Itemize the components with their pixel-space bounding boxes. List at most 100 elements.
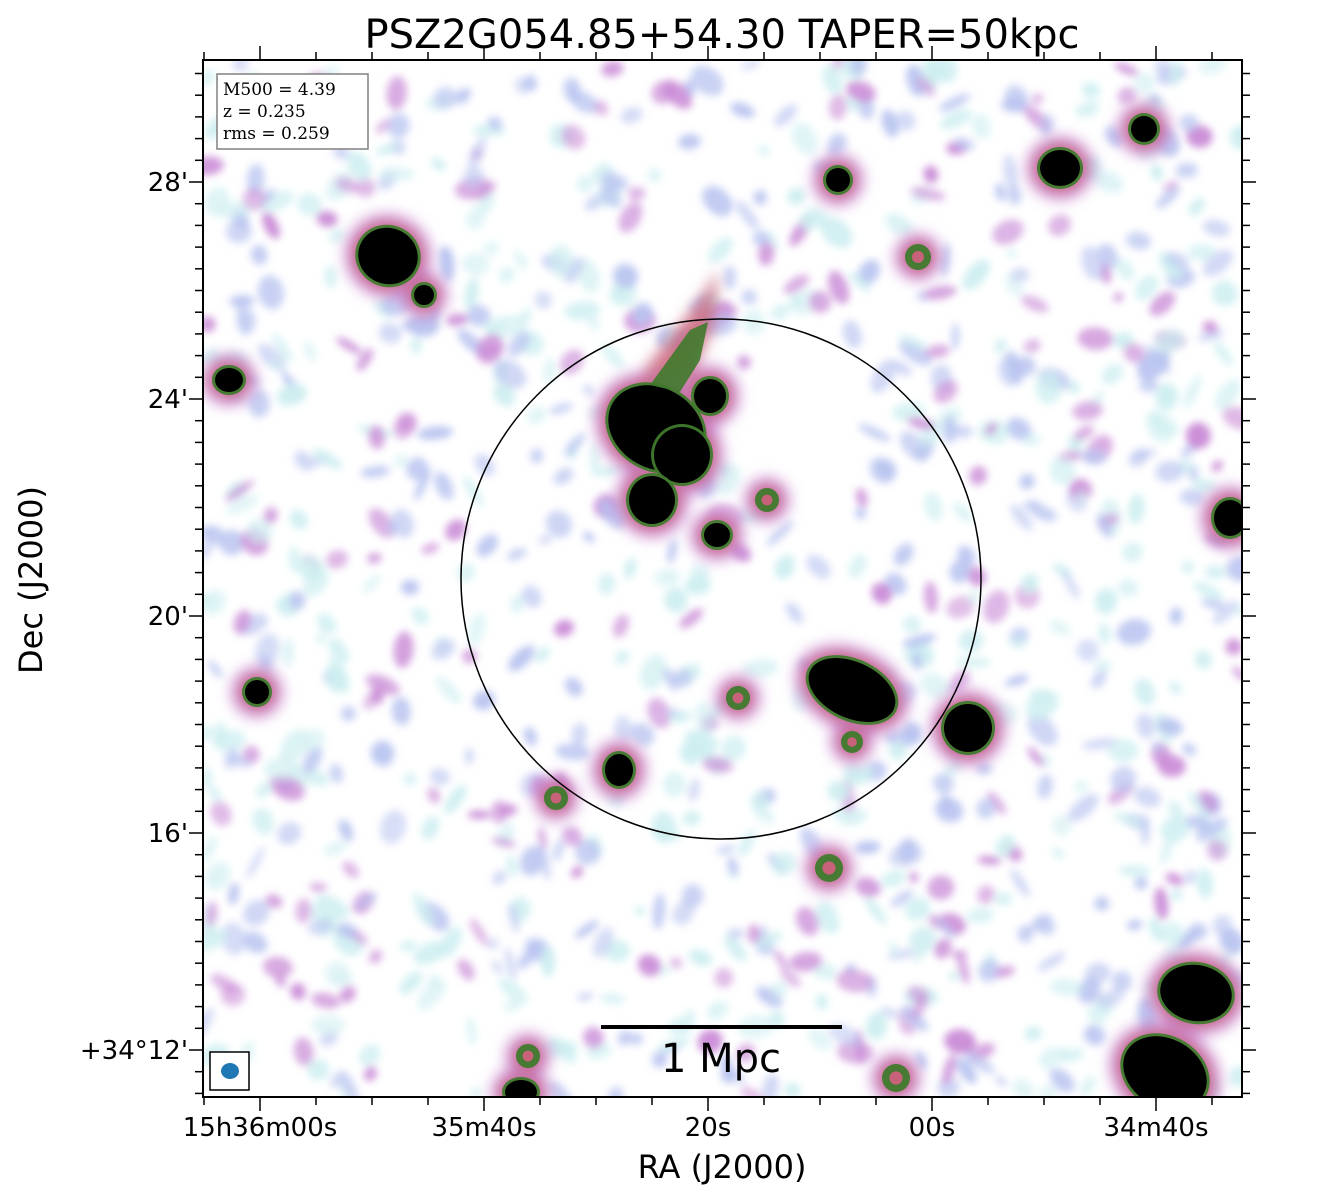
noise-blob	[375, 118, 391, 134]
noise-blob	[620, 107, 643, 124]
noise-blob	[688, 778, 701, 802]
noise-blob	[534, 291, 552, 309]
noise-blob	[290, 982, 306, 1001]
noise-blob	[715, 845, 736, 855]
noise-blob	[885, 213, 914, 236]
noise-blob	[571, 722, 588, 747]
noise-blob	[203, 544, 213, 560]
noise-blob	[657, 1038, 690, 1051]
noise-blob	[975, 762, 993, 775]
noise-blob	[236, 301, 252, 336]
noise-blob	[1023, 339, 1041, 353]
noise-blob	[956, 1058, 977, 1084]
noise-blob	[672, 898, 696, 926]
noise-blob	[375, 143, 400, 155]
noise-blob	[1039, 1047, 1060, 1070]
noise-blob	[1037, 952, 1066, 971]
noise-blob	[600, 171, 620, 195]
noise-blob	[902, 633, 937, 648]
noise-blob	[468, 135, 487, 170]
noise-blob	[537, 826, 547, 851]
noise-blob	[630, 722, 655, 747]
noise-blob	[464, 747, 474, 765]
noise-blob	[624, 562, 633, 575]
noise-blob	[547, 1081, 573, 1097]
noise-blob	[386, 76, 407, 111]
noise-blob	[925, 344, 950, 359]
noise-blob	[933, 380, 958, 404]
noise-blob	[582, 531, 595, 543]
noise-blob	[614, 650, 630, 665]
noise-blob	[1157, 754, 1186, 778]
noise-blob	[806, 554, 831, 579]
radio-emission-layer	[203, 60, 1242, 1097]
noise-blob	[902, 721, 923, 745]
noise-blob	[329, 763, 344, 784]
noise-blob	[690, 65, 724, 96]
noise-blob	[303, 729, 325, 752]
beam-box	[209, 1051, 250, 1091]
noise-blob	[1200, 598, 1226, 610]
noise-blob	[336, 337, 362, 355]
noise-blob	[994, 965, 1015, 978]
noise-blob	[1010, 504, 1033, 531]
noise-blob	[303, 769, 330, 787]
noise-blob	[1031, 93, 1044, 105]
noise-blob	[1197, 329, 1224, 341]
noise-blob	[1157, 717, 1183, 736]
noise-blob	[927, 875, 955, 900]
source-core	[414, 285, 434, 305]
noise-blob	[1154, 886, 1169, 921]
noise-blob	[324, 264, 337, 289]
noise-blob	[1049, 455, 1076, 485]
noise-blob	[438, 247, 452, 259]
noise-blob	[888, 940, 898, 956]
noise-blob	[892, 360, 912, 377]
noise-blob	[520, 845, 545, 876]
noise-blob	[946, 595, 975, 619]
noise-blob	[215, 201, 253, 219]
noise-blob	[491, 837, 517, 848]
noise-blob	[766, 520, 794, 547]
noise-blob	[951, 950, 968, 959]
noise-blob	[962, 259, 990, 290]
noise-blob	[243, 899, 270, 927]
noise-blob	[1039, 1084, 1058, 1097]
noise-blob	[246, 846, 265, 879]
noise-blob	[307, 1059, 330, 1081]
noise-blob	[229, 294, 255, 308]
noise-blob	[955, 656, 992, 668]
noise-blob	[1165, 251, 1190, 270]
noise-blob	[1148, 917, 1165, 942]
noise-blob	[401, 319, 426, 332]
noise-blob	[436, 676, 462, 704]
noise-blob	[351, 930, 368, 946]
noise-blob	[1017, 925, 1033, 943]
noise-blob	[985, 422, 997, 435]
noise-blob	[1182, 375, 1202, 409]
noise-blob	[246, 518, 273, 544]
y-tick-label: +34°12'	[80, 1036, 188, 1066]
noise-blob	[1052, 847, 1065, 860]
noise-blob	[315, 630, 326, 646]
noise-blob	[836, 969, 874, 993]
noise-blob	[1081, 246, 1105, 281]
noise-blob	[1117, 578, 1139, 598]
noise-blob	[553, 1040, 578, 1058]
noise-blob	[651, 1051, 668, 1069]
noise-blob	[317, 613, 337, 634]
noise-blob	[414, 467, 431, 501]
noise-blob	[545, 510, 572, 538]
noise-blob	[1160, 815, 1191, 843]
y-tick-labels: 28' 24' 20' 16' +34°12'	[80, 168, 188, 1066]
noise-blob	[1199, 60, 1227, 75]
noise-blob	[632, 1032, 643, 1046]
noise-blob	[1202, 219, 1231, 237]
noise-blob	[364, 1066, 377, 1082]
noise-blob	[576, 175, 594, 193]
noise-blob	[1121, 542, 1144, 563]
noise-blob	[513, 250, 528, 271]
noise-blob	[219, 529, 245, 556]
noise-blob	[491, 959, 503, 975]
noise-blob	[822, 64, 843, 94]
